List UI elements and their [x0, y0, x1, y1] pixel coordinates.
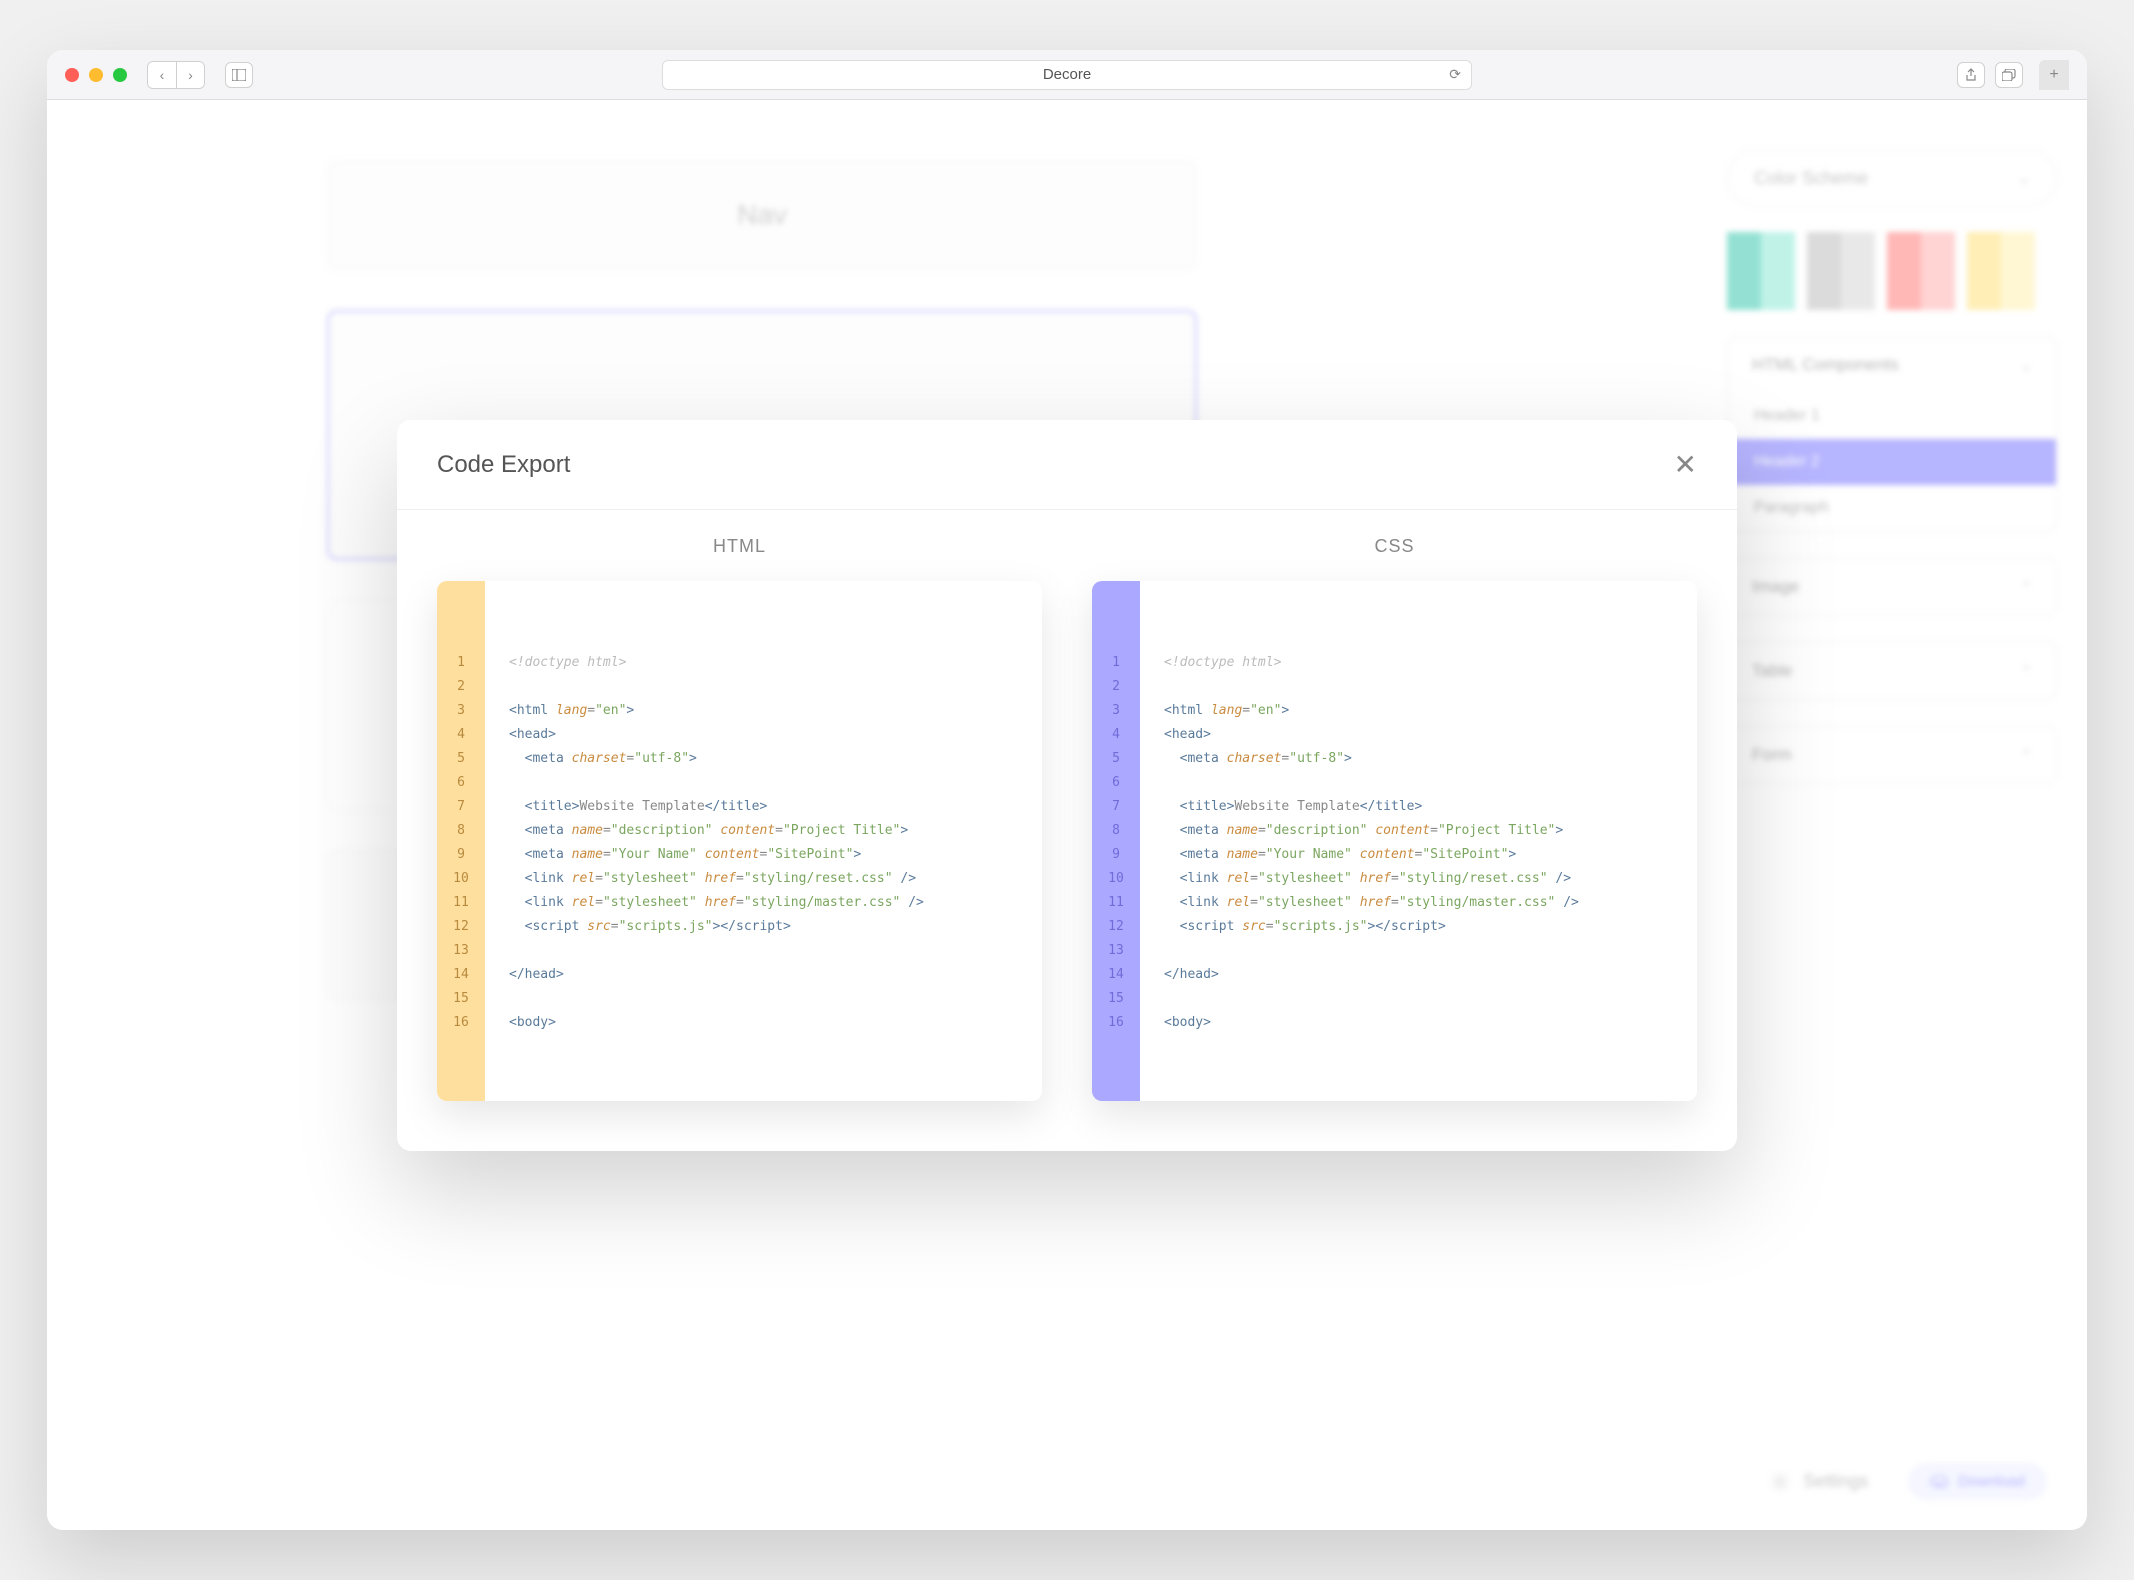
css-code-box: 12345678910111213141516 <!doctype html> …: [1092, 581, 1697, 1101]
minimize-window-button[interactable]: [89, 68, 103, 82]
forward-button[interactable]: ›: [176, 62, 204, 88]
new-tab-button[interactable]: +: [2039, 60, 2069, 90]
url-title: Decore: [1043, 66, 1091, 83]
browser-window: ‹ › Decore ⟳ + Nav: [47, 50, 2087, 1530]
maximize-window-button[interactable]: [113, 68, 127, 82]
html-code-box: 12345678910111213141516 <!doctype html> …: [437, 581, 1042, 1101]
html-column-label: HTML: [437, 536, 1042, 557]
app-body: Nav Div Color Scheme ⌄ HTML Components ⌄: [47, 100, 2087, 1530]
browser-chrome: ‹ › Decore ⟳ +: [47, 50, 2087, 100]
html-code-column: HTML 12345678910111213141516 <!doctype h…: [437, 536, 1042, 1101]
nav-back-forward: ‹ ›: [147, 61, 205, 89]
html-code-lines: <!doctype html> <html lang="en"> <head> …: [485, 581, 1042, 1101]
css-gutter: 12345678910111213141516: [1092, 581, 1140, 1101]
modal-overlay: Code Export ✕ HTML 123456789101112131415…: [47, 100, 2087, 1530]
url-bar[interactable]: Decore ⟳: [662, 60, 1472, 90]
css-code-column: CSS 12345678910111213141516 <!doctype ht…: [1092, 536, 1697, 1101]
traffic-lights: [65, 68, 127, 82]
css-column-label: CSS: [1092, 536, 1697, 557]
sidebar-toggle-button[interactable]: [225, 62, 253, 88]
modal-title: Code Export: [437, 451, 570, 479]
close-window-button[interactable]: [65, 68, 79, 82]
close-icon[interactable]: ✕: [1674, 448, 1697, 481]
modal-header: Code Export ✕: [397, 420, 1737, 510]
share-button[interactable]: [1957, 62, 1985, 88]
code-export-modal: Code Export ✕ HTML 123456789101112131415…: [397, 420, 1737, 1151]
refresh-icon[interactable]: ⟳: [1449, 66, 1461, 83]
back-button[interactable]: ‹: [148, 62, 176, 88]
css-code-lines: <!doctype html> <html lang="en"> <head> …: [1140, 581, 1697, 1101]
tabs-button[interactable]: [1995, 62, 2023, 88]
html-gutter: 12345678910111213141516: [437, 581, 485, 1101]
